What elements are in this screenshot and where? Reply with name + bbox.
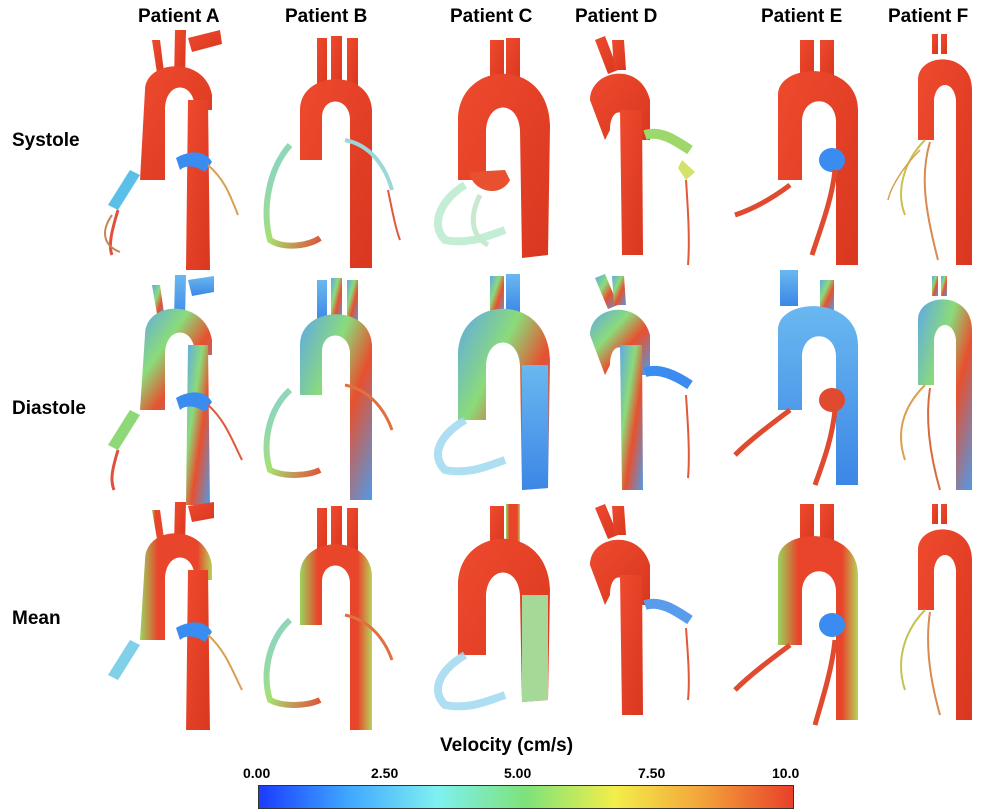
panel-diastole-patient-a: [108, 275, 243, 505]
panel-systole-patient-a: [104, 30, 239, 270]
panel-diastole-patient-e: [733, 270, 858, 486]
column-header-patient-a: Patient A: [138, 6, 220, 27]
colorbar-gradient: [258, 785, 794, 809]
panel-mean-patient-a: [108, 502, 243, 730]
panel-mean-patient-b: [263, 506, 394, 730]
panel-systole-patient-d: [590, 36, 695, 266]
column-header-patient-b: Patient B: [285, 6, 368, 27]
colorbar-title: Velocity (cm/s): [440, 735, 574, 756]
colorbar-tick-2: 5.00: [504, 765, 532, 781]
panel-systole-patient-f: [887, 34, 972, 266]
panel-mean-patient-e: [733, 504, 858, 726]
panel-systole-patient-e: [734, 40, 858, 265]
panel-diastole-patient-c: [433, 274, 550, 490]
column-header-patient-c: Patient C: [450, 6, 533, 27]
row-label-mean: Mean: [12, 608, 61, 629]
colorbar-tick-3: 7.50: [638, 765, 666, 781]
colorbar-tick-1: 2.50: [371, 765, 399, 781]
panel-mean-patient-c: [433, 504, 550, 711]
aorta-render-grid: [104, 30, 972, 730]
panel-systole-patient-b: [263, 36, 401, 268]
column-header-patient-d: Patient D: [575, 6, 658, 27]
panel-systole-patient-c: [433, 38, 550, 258]
panel-diastole-patient-d: [590, 274, 693, 490]
row-label-diastole: Diastole: [12, 398, 86, 419]
colorbar-tick-4: 10.0: [772, 765, 800, 781]
panel-mean-patient-d: [590, 504, 693, 715]
panel-diastole-patient-f: [900, 276, 972, 491]
panel-diastole-patient-b: [263, 278, 394, 500]
column-header-patient-f: Patient F: [888, 6, 969, 27]
colorbar-tick-0: 0.00: [243, 765, 271, 781]
panel-mean-patient-f: [900, 504, 972, 720]
column-header-patient-e: Patient E: [761, 6, 843, 27]
row-label-systole: Systole: [12, 130, 80, 151]
